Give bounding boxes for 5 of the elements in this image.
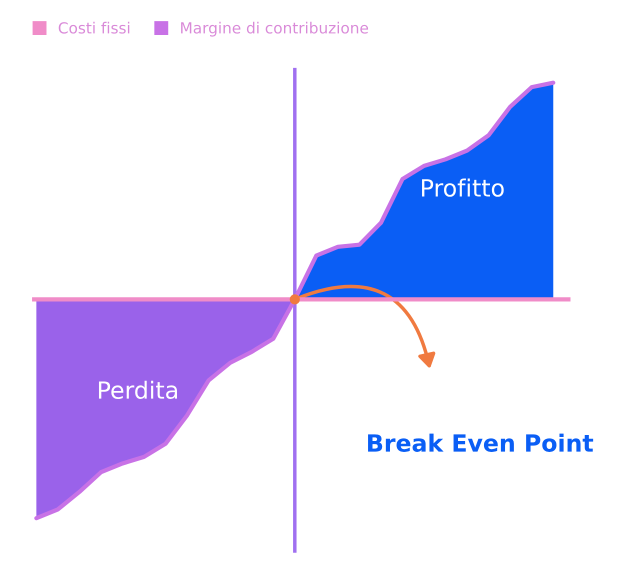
- annotation: Profitto: [422, 178, 504, 197]
- annotation: Perdita: [98, 380, 177, 399]
- legend-label: Costi fissi: [58, 22, 130, 34]
- annotation: Break Even Point: [368, 434, 594, 452]
- legend-label: Margine di contribuzione: [181, 22, 368, 37]
